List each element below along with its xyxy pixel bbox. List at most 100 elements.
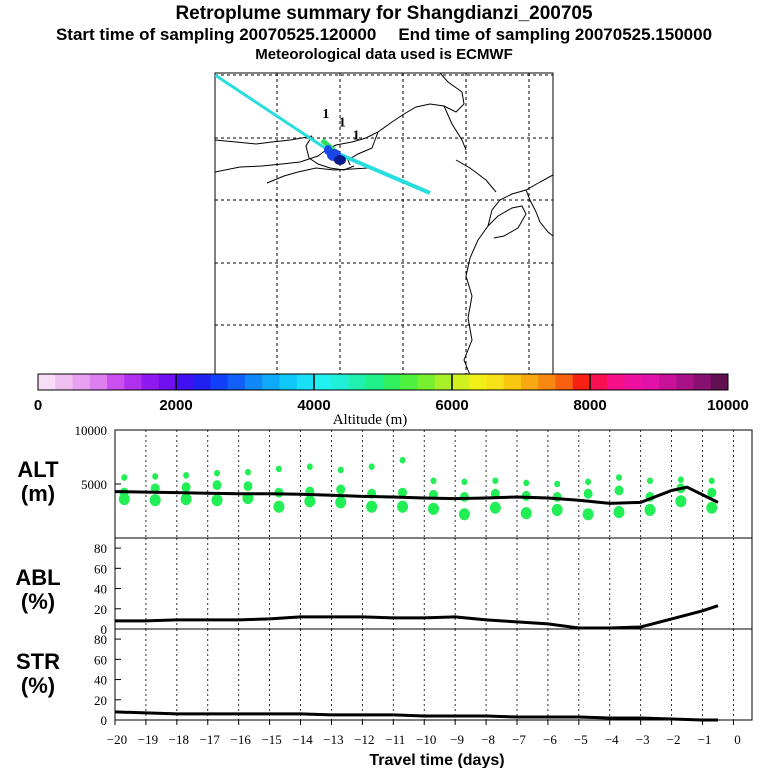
- border-line: [266, 167, 369, 184]
- x-tick-label: −18: [169, 732, 189, 747]
- colorbar-cell: [89, 374, 108, 390]
- colorbar-tick-label: 0: [34, 397, 42, 414]
- colorbar-frame: [37, 373, 729, 391]
- y-tick-label: 20: [94, 602, 107, 617]
- border-line: [347, 131, 379, 166]
- x-tick-label: −4: [605, 732, 619, 747]
- altitude-cluster-point: [273, 500, 285, 513]
- altitude-cluster-point: [181, 482, 191, 493]
- colorbar-cell: [279, 374, 298, 390]
- x-tick-label: −13: [323, 732, 343, 747]
- x-tick-label: −10: [416, 732, 436, 747]
- altitude-cluster-point: [582, 508, 594, 521]
- altitude-cluster-point: [212, 480, 222, 491]
- altitude-cluster-point: [520, 507, 532, 520]
- colorbar-cell: [434, 374, 453, 390]
- plume-core: [334, 155, 346, 165]
- abl-series-line: [115, 604, 719, 630]
- altitude-cluster-point: [585, 478, 592, 486]
- x-tick-label: −5: [574, 732, 588, 747]
- y-tick-label: 10000: [75, 423, 108, 438]
- x-tick-label: −19: [138, 732, 158, 747]
- altitude-cluster-point: [180, 493, 192, 506]
- map-graticule: [215, 73, 553, 375]
- altitude-cluster-point: [430, 477, 437, 485]
- altitude-cluster-point: [211, 494, 223, 507]
- x-tick-label: 0: [734, 732, 741, 747]
- alt-panel: 10000 5000: [75, 423, 753, 539]
- x-tick-label: −14: [292, 732, 313, 747]
- plume-day-labels: 111: [322, 107, 359, 143]
- str-series-line: [114, 710, 718, 722]
- x-tick-label: −7: [512, 732, 526, 747]
- y-tick-label: 40: [94, 673, 107, 688]
- altitude-cluster-point: [708, 477, 715, 485]
- coastline: [487, 205, 527, 239]
- colorbar-cell: [158, 374, 177, 390]
- y-tick-label: 20: [94, 693, 107, 708]
- panel-frame: [114, 537, 753, 630]
- colorbar-cell: [486, 374, 505, 390]
- abl-label-unit: (%): [20, 589, 56, 614]
- altitude-cluster-point: [121, 474, 128, 481]
- x-tick-label: −9: [450, 732, 464, 747]
- colorbar-cell: [227, 374, 246, 390]
- y-tick-label: 0: [101, 713, 108, 728]
- x-tick-label: −16: [231, 732, 252, 747]
- altitude-cluster-point: [707, 487, 717, 498]
- end-time-text: End time of sampling 20070525.150000: [398, 25, 713, 44]
- sampling-times: Start time of sampling 20070525.120000 En…: [0, 25, 768, 45]
- altitude-cluster-point: [616, 474, 623, 481]
- x-tick-label: −2: [667, 732, 681, 747]
- colorbar-cell: [469, 374, 487, 390]
- colorbar-cell: [521, 374, 539, 390]
- colorbar-cell: [503, 374, 522, 390]
- abl-panel: 80 60 40 20 0: [94, 537, 753, 637]
- coastline: [525, 189, 553, 237]
- x-tick-label: −11: [385, 732, 405, 747]
- colorbar-cell: [245, 374, 263, 390]
- alt-panel-label: ALT (m): [3, 458, 73, 506]
- colorbar-cell: [624, 374, 643, 390]
- plume-day-label: 1: [353, 128, 360, 143]
- page-title: Retroplume summary for Shangdianzi_20070…: [175, 3, 593, 24]
- colorbar-cell: [400, 374, 418, 390]
- colorbar-cell: [124, 374, 142, 390]
- altitude-cluster-point: [275, 465, 282, 473]
- colorbar-tick-label: 10000: [707, 397, 749, 414]
- plume-segment-west: [215, 73, 329, 152]
- colorbar-tick-label: 2000: [159, 397, 192, 414]
- plume-segment-east: [333, 150, 431, 195]
- colorbar-cell: [676, 374, 694, 390]
- abl-panel-label: ABL (%): [3, 566, 73, 614]
- altitude-cluster-point: [613, 506, 625, 519]
- altitude-cluster-point: [398, 487, 408, 498]
- border-line: [305, 135, 355, 171]
- y-tick-label: 40: [94, 582, 107, 597]
- altitude-cluster-point: [304, 495, 316, 508]
- y-tick-label: 0: [101, 622, 108, 637]
- altitude-cluster-point: [335, 496, 347, 509]
- colorbar-cell: [641, 374, 660, 390]
- x-tick-label: −20: [107, 732, 127, 747]
- colorbar-cells: [38, 374, 729, 390]
- y-tick-label: 60: [94, 561, 107, 576]
- y-tick-label: 5000: [81, 477, 107, 492]
- altitude-cluster-point: [149, 494, 161, 507]
- altitude-cluster-point: [614, 485, 624, 496]
- altitude-cluster-point: [152, 473, 159, 480]
- altitude-cluster-point: [397, 500, 409, 513]
- altitude-cluster-point: [336, 484, 346, 495]
- colorbar-cell: [538, 374, 556, 390]
- altitude-cluster-point: [458, 508, 470, 521]
- altitude-cluster-point: [428, 502, 439, 515]
- altitude-cluster-point: [368, 463, 375, 471]
- altitude-cluster-point: [306, 463, 313, 471]
- colorbar-cell: [331, 374, 349, 390]
- colorbar-cell: [452, 374, 470, 390]
- colorbar-cell: [72, 374, 91, 390]
- colorbar-tick-label: 4000: [297, 397, 330, 414]
